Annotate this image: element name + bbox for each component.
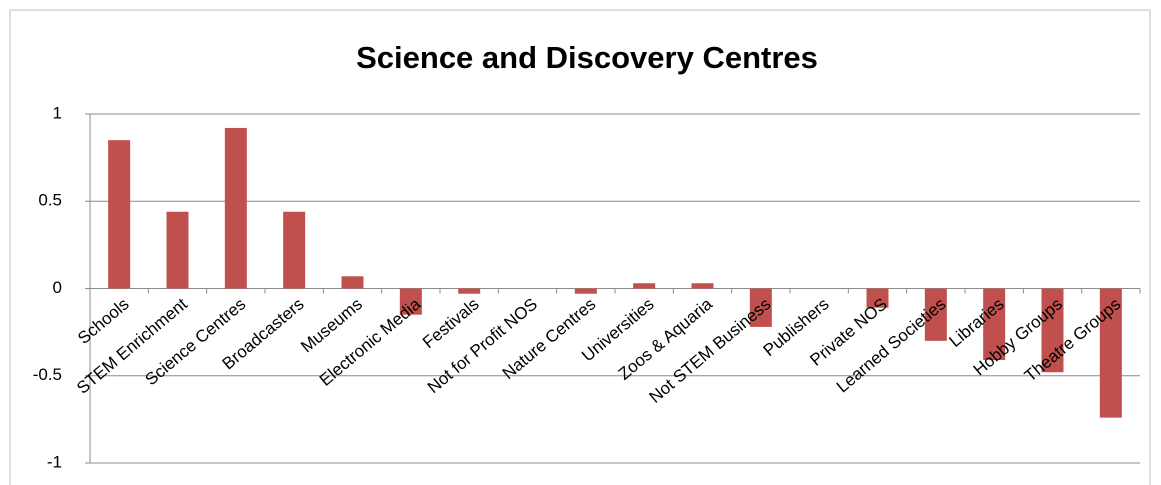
y-tick-label: -0.5 xyxy=(33,365,62,384)
bar xyxy=(1099,288,1122,418)
bar xyxy=(866,288,889,308)
bar xyxy=(458,288,481,294)
bar xyxy=(691,283,714,289)
bar xyxy=(399,288,422,315)
x-tick-label: Science Centres xyxy=(142,294,250,389)
x-tick-label: STEM Enrichment xyxy=(73,294,191,397)
x-tick-label: Not for Profit NOS xyxy=(424,294,541,397)
bar xyxy=(166,211,189,289)
bar xyxy=(633,283,656,289)
bar xyxy=(341,276,364,289)
y-tick-label: -1 xyxy=(47,452,62,471)
bar xyxy=(749,288,772,327)
bar xyxy=(574,288,597,294)
bar xyxy=(924,288,947,341)
bar xyxy=(983,288,1006,361)
bar xyxy=(224,127,247,289)
y-tick-label: 0.5 xyxy=(38,191,62,210)
y-tick-label: 0 xyxy=(53,278,62,297)
bar xyxy=(283,211,306,289)
y-tick-label: 1 xyxy=(53,103,62,122)
bar xyxy=(1041,288,1064,373)
x-tick-label: Learned Societies xyxy=(833,294,949,396)
bar xyxy=(108,140,131,289)
chart-title: Science and Discovery Centres xyxy=(356,40,818,75)
